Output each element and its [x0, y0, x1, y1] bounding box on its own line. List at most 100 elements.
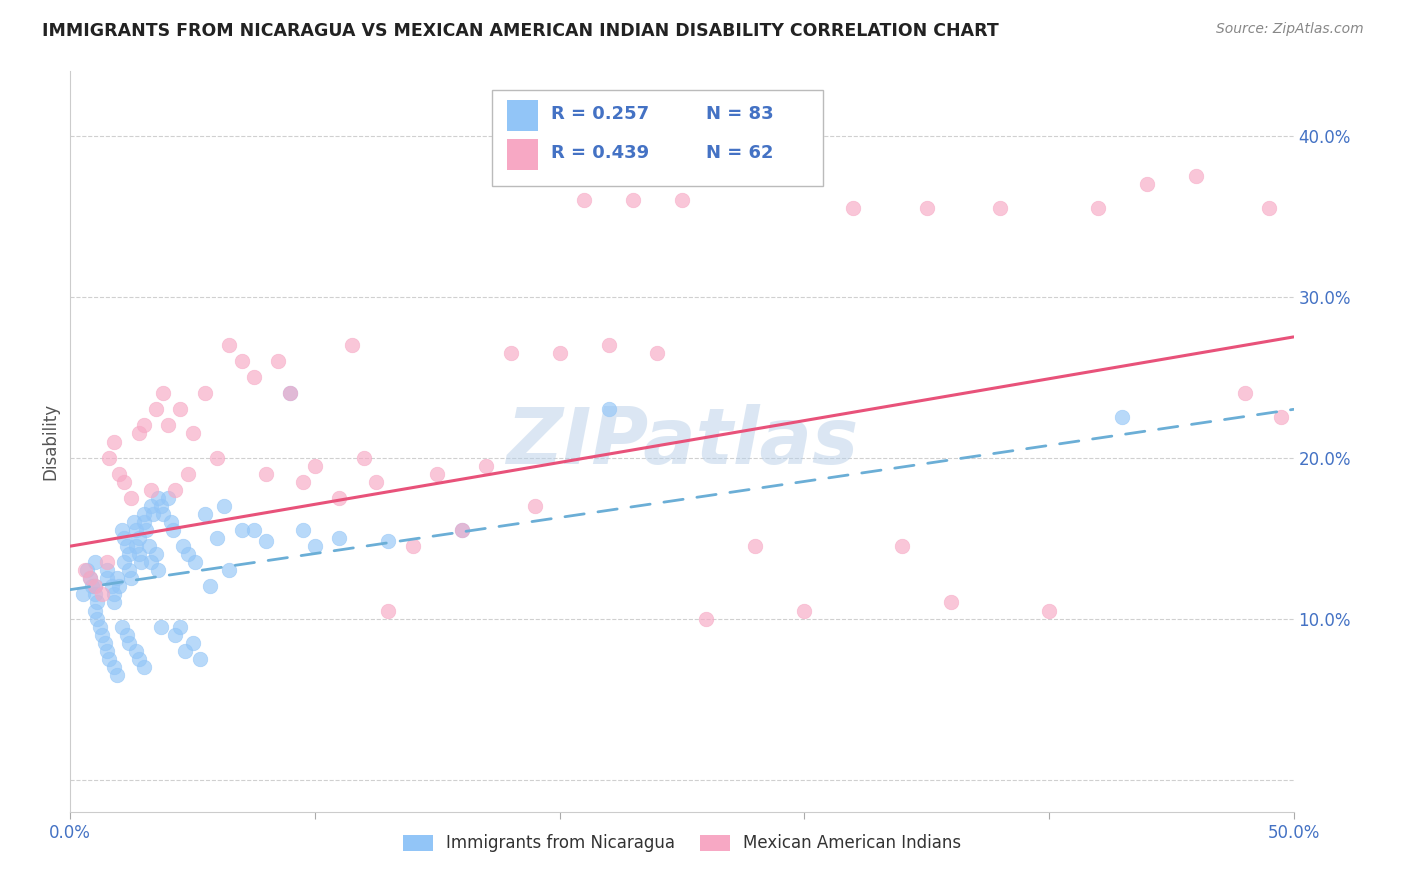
Point: [426, 467, 449, 481]
Point: [121, 491, 143, 505]
Point: [72, 587, 94, 601]
Text: R = 0.257: R = 0.257: [551, 105, 650, 123]
Point: [98, 450, 121, 465]
Point: [86, 595, 108, 609]
Point: [231, 354, 253, 368]
Point: [1136, 177, 1159, 191]
Point: [98, 652, 121, 666]
Point: [101, 579, 124, 593]
Point: [169, 619, 191, 633]
Point: [149, 619, 172, 633]
Point: [450, 523, 472, 537]
Point: [79, 571, 101, 585]
Point: [118, 636, 141, 650]
Point: [891, 539, 914, 553]
Point: [1087, 201, 1109, 215]
Point: [111, 619, 134, 633]
Point: [108, 467, 131, 481]
Point: [82, 579, 104, 593]
Point: [121, 571, 143, 585]
Point: [328, 491, 350, 505]
Point: [86, 611, 108, 625]
Point: [1111, 410, 1133, 425]
Point: [159, 515, 181, 529]
Point: [132, 660, 155, 674]
Point: [194, 386, 217, 401]
Point: [524, 499, 547, 513]
Point: [76, 563, 98, 577]
Point: [304, 458, 326, 473]
Point: [139, 499, 162, 513]
Point: [402, 539, 425, 553]
Point: [83, 555, 105, 569]
Point: [280, 386, 302, 401]
Point: [328, 531, 350, 545]
Point: [105, 571, 128, 585]
Point: [291, 475, 314, 489]
FancyBboxPatch shape: [492, 90, 823, 186]
Point: [988, 201, 1011, 215]
Point: [148, 563, 170, 577]
Point: [475, 458, 498, 473]
Bar: [508, 100, 537, 131]
Point: [647, 346, 669, 360]
Point: [598, 402, 620, 417]
Text: ZIPatlas: ZIPatlas: [506, 403, 858, 480]
Point: [103, 587, 125, 601]
Point: [111, 523, 134, 537]
Point: [181, 426, 204, 441]
Point: [96, 571, 118, 585]
Point: [939, 595, 962, 609]
Point: [157, 491, 180, 505]
Point: [214, 499, 236, 513]
Y-axis label: Disability: Disability: [41, 403, 59, 480]
Point: [218, 338, 240, 352]
Point: [148, 491, 170, 505]
Point: [103, 595, 125, 609]
Point: [340, 338, 363, 352]
Point: [149, 499, 172, 513]
Point: [103, 434, 125, 449]
Point: [142, 507, 165, 521]
Point: [79, 571, 101, 585]
Point: [671, 193, 693, 207]
Point: [243, 370, 266, 384]
Point: [304, 539, 326, 553]
Point: [91, 628, 114, 642]
Point: [108, 579, 131, 593]
Point: [152, 386, 174, 401]
Point: [291, 523, 314, 537]
Point: [205, 450, 228, 465]
Point: [181, 636, 204, 650]
Point: [793, 603, 815, 617]
Point: [125, 539, 148, 553]
Point: [128, 547, 150, 561]
Point: [115, 539, 138, 553]
Point: [218, 563, 240, 577]
Point: [135, 523, 157, 537]
Point: [96, 644, 118, 658]
Text: Source: ZipAtlas.com: Source: ZipAtlas.com: [1216, 22, 1364, 37]
Point: [152, 507, 174, 521]
Point: [118, 547, 141, 561]
Point: [172, 539, 194, 553]
Point: [83, 587, 105, 601]
Point: [377, 534, 399, 549]
Point: [129, 555, 152, 569]
Point: [744, 539, 766, 553]
Point: [254, 467, 277, 481]
Point: [842, 201, 865, 215]
Point: [145, 402, 167, 417]
Point: [162, 523, 184, 537]
Point: [572, 193, 595, 207]
Point: [145, 547, 167, 561]
Point: [254, 534, 277, 549]
Point: [1184, 169, 1206, 183]
Text: IMMIGRANTS FROM NICARAGUA VS MEXICAN AMERICAN INDIAN DISABILITY CORRELATION CHAR: IMMIGRANTS FROM NICARAGUA VS MEXICAN AME…: [42, 22, 998, 40]
Point: [915, 201, 938, 215]
Point: [1038, 603, 1060, 617]
Point: [267, 354, 290, 368]
Text: N = 83: N = 83: [706, 105, 773, 123]
Point: [91, 587, 114, 601]
Point: [174, 644, 197, 658]
